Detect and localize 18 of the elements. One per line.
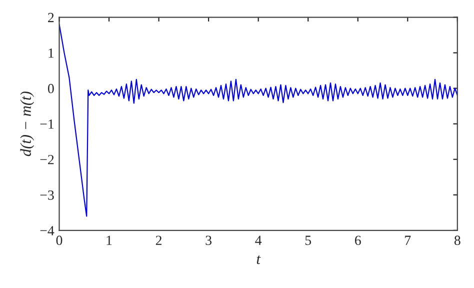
x-tick-label: 7 <box>405 236 411 245</box>
y-tick-label: −3 <box>40 190 54 200</box>
x-tick-label: 2 <box>156 236 162 245</box>
x-tick-label: 4 <box>255 236 262 245</box>
y-axis-title: d(t) − m(t) <box>20 92 34 156</box>
x-tick-label: 0 <box>56 236 62 246</box>
y-tick-label: 1 <box>48 48 54 58</box>
y-tick-label: 0 <box>48 84 54 94</box>
y-tick-label: −2 <box>40 154 54 164</box>
y-tick-label: −4 <box>40 226 54 236</box>
x-tick-label: 3 <box>206 236 212 246</box>
x-tick-label: 6 <box>354 236 361 246</box>
x-tick-label: 5 <box>305 236 312 246</box>
x-tick-label: 8 <box>454 236 460 246</box>
y-tick-label: −1 <box>40 119 54 129</box>
y-tick-label: 2 <box>48 12 54 22</box>
x-axis-title: t <box>256 255 261 264</box>
x-tick-label: 1 <box>106 236 112 245</box>
